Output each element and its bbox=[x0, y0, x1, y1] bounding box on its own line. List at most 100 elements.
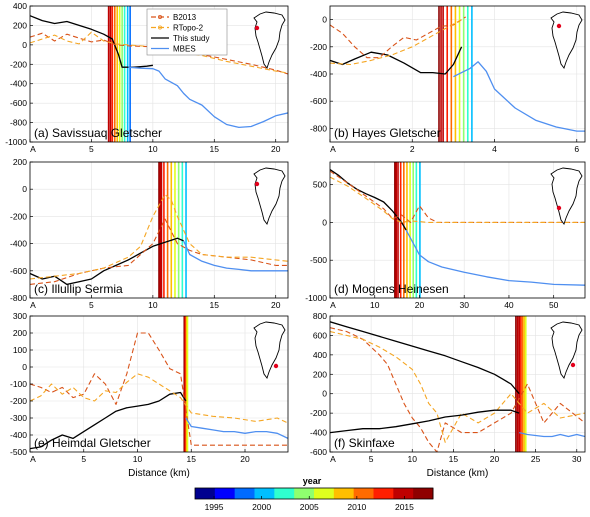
plot-background bbox=[330, 162, 585, 298]
colorbar-segment bbox=[314, 488, 335, 499]
y-tick-label: -1000 bbox=[305, 293, 327, 303]
glacier-location-marker bbox=[254, 25, 260, 31]
axes-frame bbox=[29, 161, 289, 299]
x-axis-label: Distance (km) bbox=[128, 468, 190, 479]
x-tick-label: 30 bbox=[572, 454, 582, 464]
x-tick-label: 6 bbox=[574, 144, 579, 154]
y-tick-label: 600 bbox=[313, 330, 327, 340]
y-tick-label: -600 bbox=[10, 266, 27, 276]
x-tick-label: 10 bbox=[133, 454, 143, 464]
y-tick-label: -600 bbox=[10, 98, 27, 108]
y-tick-label: -800 bbox=[10, 293, 27, 303]
greenland-inset-map bbox=[550, 321, 583, 379]
x-tick-label: A bbox=[330, 300, 336, 310]
series-line-mbes-3 bbox=[453, 61, 585, 132]
x-tick-label: 20 bbox=[415, 300, 425, 310]
colorbar-gradient bbox=[195, 488, 434, 499]
x-tick-label: A bbox=[330, 454, 336, 464]
axes-frame bbox=[329, 315, 586, 453]
colorbar-segment bbox=[373, 488, 394, 499]
greenland-inset-map bbox=[550, 167, 583, 225]
greenland-inset-map bbox=[253, 11, 286, 69]
greenland-inset-map bbox=[550, 11, 583, 69]
y-tick-label: -500 bbox=[310, 255, 327, 265]
colorbar-segment bbox=[393, 488, 414, 499]
series-line-this-study-0 bbox=[30, 237, 184, 286]
terminus-year-lines bbox=[394, 162, 421, 298]
y-tick-label: 500 bbox=[313, 180, 327, 190]
colorbar-segment bbox=[333, 488, 355, 499]
panel-title: (b) Hayes Gletscher bbox=[334, 126, 441, 140]
y-tick-label: -600 bbox=[310, 96, 327, 106]
colorbar-segment bbox=[254, 488, 275, 499]
y-tick-label: -400 bbox=[10, 430, 27, 440]
terminus-year-lines bbox=[158, 162, 187, 298]
panel-b: 0 -200 -400 -600 -800 A 2 4 6 (b) Hayes Gletscher bbox=[310, 5, 586, 154]
legend-entry: This study bbox=[173, 34, 209, 43]
series-layer bbox=[330, 169, 585, 286]
series-layer bbox=[330, 16, 585, 132]
x-tick-label: 50 bbox=[549, 300, 559, 310]
colorbar-segment bbox=[195, 488, 216, 499]
y-tick-label: 400 bbox=[13, 1, 27, 11]
colorbar-segment bbox=[234, 488, 255, 499]
axes-frame bbox=[329, 161, 586, 299]
y-tick-label: 0 bbox=[322, 217, 327, 227]
x-tick-label: A bbox=[30, 144, 36, 154]
x-tick-label: 15 bbox=[210, 300, 220, 310]
legend-marker bbox=[157, 14, 162, 19]
y-tick-label: -500 bbox=[10, 447, 27, 457]
y-tick-label: -400 bbox=[310, 428, 327, 438]
colorbar-tick-label: 1995 bbox=[205, 502, 224, 512]
series-line-mbes-3 bbox=[405, 229, 585, 286]
x-tick-label: 20 bbox=[240, 454, 250, 464]
x-tick-label: 10 bbox=[148, 300, 158, 310]
series-layer bbox=[30, 194, 288, 286]
panel-title: (e) Heimdal Gletscher bbox=[34, 436, 151, 450]
y-tick-label: -200 bbox=[310, 408, 327, 418]
y-tick-label: -200 bbox=[10, 396, 27, 406]
y-tick-label: -200 bbox=[10, 211, 27, 221]
colorbar-tick-label: 2005 bbox=[300, 502, 319, 512]
y-tick-label: 0 bbox=[22, 184, 27, 194]
x-tick-label: 15 bbox=[449, 454, 459, 464]
y-tick-label: 0 bbox=[322, 15, 327, 25]
glacier-location-marker bbox=[556, 205, 562, 211]
x-tick-label: 20 bbox=[271, 144, 281, 154]
series-line-b2013-1 bbox=[30, 332, 288, 446]
x-tick-label: 30 bbox=[459, 300, 469, 310]
terminus-year-lines bbox=[107, 6, 131, 142]
series-layer bbox=[330, 321, 585, 452]
y-tick-label: -400 bbox=[310, 69, 327, 79]
glacier-location-marker bbox=[556, 23, 562, 29]
x-tick-label: 2 bbox=[410, 144, 415, 154]
y-tick-label: -800 bbox=[310, 123, 327, 133]
legend-entry: RTopo-2 bbox=[173, 24, 204, 33]
plot-background bbox=[330, 316, 585, 452]
x-tick-label: 25 bbox=[531, 454, 541, 464]
y-tick-label: 200 bbox=[13, 328, 27, 338]
y-tick-label: 200 bbox=[13, 157, 27, 167]
y-tick-label: 200 bbox=[313, 369, 327, 379]
series-line-rtopo-2-2 bbox=[30, 194, 288, 280]
y-tick-label: -400 bbox=[10, 79, 27, 89]
x-tick-label: 10 bbox=[148, 144, 158, 154]
series-line-b2013-1 bbox=[330, 16, 467, 59]
colorbar-segment bbox=[294, 488, 315, 499]
legend-marker bbox=[157, 25, 162, 30]
series-line-rtopo-2-2 bbox=[30, 373, 288, 424]
series-line-rtopo-2-2 bbox=[330, 19, 462, 66]
x-tick-label: A bbox=[30, 300, 36, 310]
series-line-b2013-1 bbox=[330, 170, 585, 223]
y-tick-label: -1000 bbox=[5, 137, 27, 147]
x-tick-label: A bbox=[30, 454, 36, 464]
axes-frame bbox=[29, 5, 289, 143]
y-tick-label: 800 bbox=[313, 311, 327, 321]
y-tick-label: -200 bbox=[10, 59, 27, 69]
colorbar-tick-label: 2015 bbox=[395, 502, 414, 512]
legend-entry: B2013 bbox=[173, 13, 197, 22]
